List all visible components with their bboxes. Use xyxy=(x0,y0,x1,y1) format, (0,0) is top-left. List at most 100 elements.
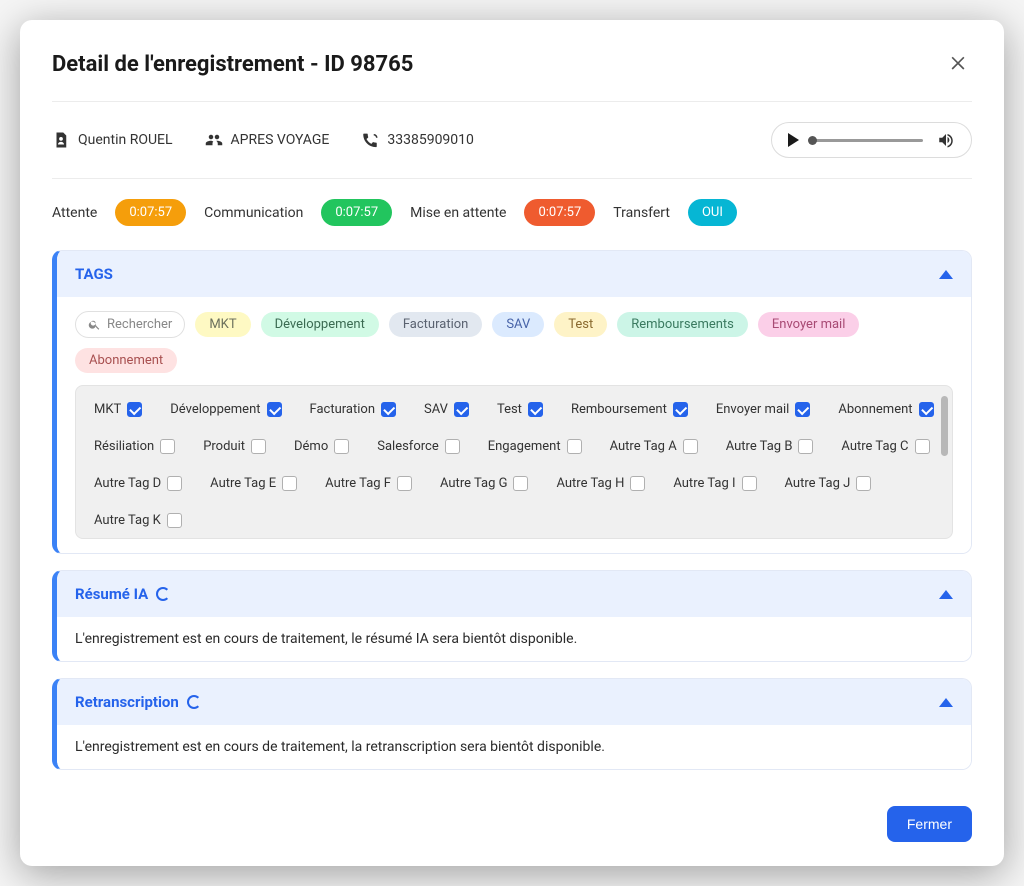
tag-item[interactable]: Démo xyxy=(294,439,349,454)
audio-player xyxy=(771,122,972,158)
tag-label: Produit xyxy=(203,439,245,454)
tag-label: Autre Tag D xyxy=(94,476,161,491)
tag-label: Autre Tag C xyxy=(841,439,908,454)
tag-pill[interactable]: Développement xyxy=(261,312,379,337)
tag-item[interactable]: Autre Tag K xyxy=(94,513,182,528)
person-info: Quentin ROUEL xyxy=(52,131,173,149)
tag-pill[interactable]: Facturation xyxy=(389,312,483,337)
resume-panel-header[interactable]: Résumé IA xyxy=(57,571,971,617)
tag-label: Engagement xyxy=(488,439,561,454)
checkbox-icon[interactable] xyxy=(167,476,182,491)
checkbox-icon[interactable] xyxy=(915,439,930,454)
checkbox-icon[interactable] xyxy=(397,476,412,491)
tag-pill[interactable]: Remboursements xyxy=(617,312,748,337)
tag-search[interactable]: Rechercher xyxy=(75,311,185,338)
checkbox-icon[interactable] xyxy=(127,402,142,417)
volume-icon[interactable] xyxy=(937,131,955,149)
modal-header: Detail de l'enregistrement - ID 98765 xyxy=(52,48,972,102)
checkbox-icon[interactable] xyxy=(381,402,396,417)
player-track[interactable] xyxy=(813,139,923,142)
tag-item[interactable]: Autre Tag C xyxy=(841,439,929,454)
tag-pill[interactable]: Abonnement xyxy=(75,348,177,373)
checkbox-icon[interactable] xyxy=(630,476,645,491)
tag-scrollbar[interactable] xyxy=(941,396,948,456)
transcript-panel-title: Retranscription xyxy=(75,693,201,711)
metric-badge: 0:07:57 xyxy=(524,199,595,226)
checkbox-icon[interactable] xyxy=(167,513,182,528)
tag-item[interactable]: MKT xyxy=(94,402,142,417)
tag-pill[interactable]: SAV xyxy=(492,312,544,337)
transcript-panel-header[interactable]: Retranscription xyxy=(57,679,971,725)
checkbox-icon[interactable] xyxy=(742,476,757,491)
tag-pill[interactable]: Envoyer mail xyxy=(758,312,859,337)
tag-item[interactable]: Autre Tag A xyxy=(610,439,698,454)
search-placeholder: Rechercher xyxy=(107,317,172,332)
checkbox-icon[interactable] xyxy=(528,402,543,417)
checkbox-icon[interactable] xyxy=(267,402,282,417)
tag-label: MKT xyxy=(94,402,121,417)
checkbox-icon[interactable] xyxy=(160,439,175,454)
checkbox-icon[interactable] xyxy=(798,439,813,454)
collapse-icon[interactable] xyxy=(939,590,953,599)
checkbox-icon[interactable] xyxy=(795,402,810,417)
checkbox-icon[interactable] xyxy=(513,476,528,491)
checkbox-icon[interactable] xyxy=(673,402,688,417)
info-row: Quentin ROUEL APRES VOYAGE 33385909010 xyxy=(52,102,972,179)
checkbox-icon[interactable] xyxy=(919,402,934,417)
tag-item[interactable]: Autre Tag H xyxy=(556,476,645,491)
transcript-panel-body: L'enregistrement est en cours de traitem… xyxy=(57,725,971,769)
collapse-icon[interactable] xyxy=(939,698,953,707)
checkbox-icon[interactable] xyxy=(454,402,469,417)
tag-item[interactable]: Autre Tag E xyxy=(210,476,297,491)
tag-checkbox-box: MKT Développement Facturation SAV Test Rembou… xyxy=(75,385,953,539)
tag-item[interactable]: Autre Tag G xyxy=(440,476,528,491)
phone-number: 33385909010 xyxy=(387,132,474,148)
close-icon[interactable] xyxy=(944,48,972,81)
tag-item[interactable]: Produit xyxy=(203,439,266,454)
collapse-icon[interactable] xyxy=(939,270,953,279)
tag-item[interactable]: Abonnement xyxy=(838,402,933,417)
record-detail-modal: Detail de l'enregistrement - ID 98765 Qu… xyxy=(20,20,1004,866)
tag-item[interactable]: Envoyer mail xyxy=(716,402,810,417)
tag-item[interactable]: SAV xyxy=(424,402,469,417)
checkbox-icon[interactable] xyxy=(683,439,698,454)
metric-label: Communication xyxy=(204,205,303,221)
tag-item[interactable]: Salesforce xyxy=(377,439,459,454)
tag-item[interactable]: Engagement xyxy=(488,439,582,454)
tag-item[interactable]: Autre Tag B xyxy=(726,439,814,454)
transcript-panel: Retranscription L'enregistrement est en … xyxy=(52,678,972,770)
checkbox-icon[interactable] xyxy=(445,439,460,454)
checkbox-icon[interactable] xyxy=(282,476,297,491)
tag-item[interactable]: Facturation xyxy=(310,402,397,417)
tag-label: Autre Tag J xyxy=(785,476,851,491)
tag-label: Autre Tag I xyxy=(673,476,735,491)
tag-item[interactable]: Remboursement xyxy=(571,402,688,417)
tag-item[interactable]: Développement xyxy=(170,402,281,417)
metrics-row: Attente0:07:57Communication0:07:57Mise e… xyxy=(52,179,972,250)
play-icon[interactable] xyxy=(788,133,799,147)
tag-item[interactable]: Résiliation xyxy=(94,439,175,454)
modal-title: Detail de l'enregistrement - ID 98765 xyxy=(52,52,413,77)
checkbox-icon[interactable] xyxy=(251,439,266,454)
checkbox-icon[interactable] xyxy=(567,439,582,454)
tag-item[interactable]: Autre Tag F xyxy=(325,476,412,491)
group-info: APRES VOYAGE xyxy=(205,131,330,149)
resume-panel-title: Résumé IA xyxy=(75,585,170,603)
tag-label: Autre Tag H xyxy=(556,476,624,491)
checkbox-icon[interactable] xyxy=(334,439,349,454)
tag-pill[interactable]: MKT xyxy=(195,312,250,337)
close-button[interactable]: Fermer xyxy=(887,806,972,842)
tag-item[interactable]: Autre Tag J xyxy=(785,476,872,491)
tag-label: Abonnement xyxy=(838,402,912,417)
tag-label: Développement xyxy=(170,402,260,417)
tag-pills-row: Rechercher MKT Développement Facturation SA… xyxy=(75,311,953,373)
tag-item[interactable]: Autre Tag I xyxy=(673,476,756,491)
checkbox-icon[interactable] xyxy=(856,476,871,491)
tag-pill[interactable]: Test xyxy=(554,312,607,337)
tag-item[interactable]: Autre Tag D xyxy=(94,476,182,491)
metric-badge: 0:07:57 xyxy=(321,199,392,226)
tags-panel-header[interactable]: TAGS xyxy=(57,251,971,297)
tag-label: Test xyxy=(497,402,522,417)
tag-item[interactable]: Test xyxy=(497,402,543,417)
tag-label: Facturation xyxy=(310,402,376,417)
